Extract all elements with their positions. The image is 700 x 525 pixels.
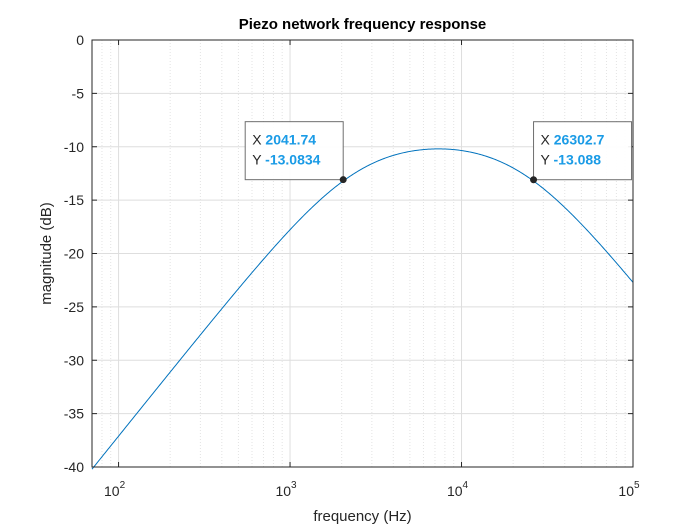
datatip-marker [339,176,347,184]
x-tick-label: 105 [618,480,640,499]
y-tick-label: -30 [64,352,84,368]
datatip-box [244,121,344,181]
y-tick-label: -10 [64,139,84,155]
series-layer [91,148,634,470]
grid [92,40,633,467]
datatip-y-row: Y -13.088 [541,152,602,168]
y-tick-label: -20 [64,246,84,262]
y-tick-label: -15 [64,192,84,208]
y-tick-label: -35 [64,406,84,422]
datatip-box [533,121,633,181]
datatip-2[interactable]: X 26302.7 Y -13.088 [530,121,633,184]
x-axis-label: frequency (Hz) [313,508,411,525]
chart-title: Piezo network frequency response [239,16,487,33]
datatip-1[interactable]: X 2041.74 Y -13.0834 [244,121,347,184]
y-axis-label: magnitude (dB) [38,202,55,305]
x-tick-label: 104 [447,480,469,499]
datatips: X 2041.74 Y -13.0834 X 26302.7 Y -13.088 [244,121,633,184]
datatip-x-row: X 2041.74 [252,132,316,148]
y-tick-label: 0 [76,32,84,48]
datatip-y-row: Y -13.0834 [252,152,320,168]
datatip-x-row: X 26302.7 [541,132,605,148]
y-tick-label: -25 [64,299,84,315]
y-tick-label: -5 [72,85,85,101]
datatip-marker [530,176,538,184]
y-tick-label: -40 [64,459,84,475]
x-tick-label: 102 [104,480,126,499]
x-tick-label: 103 [275,480,297,499]
ticks: 0 -5 -10 -15 -20 -25 -30 -35 -40 102 103 104 105 [64,32,640,499]
series-line-magnitude [91,148,634,470]
